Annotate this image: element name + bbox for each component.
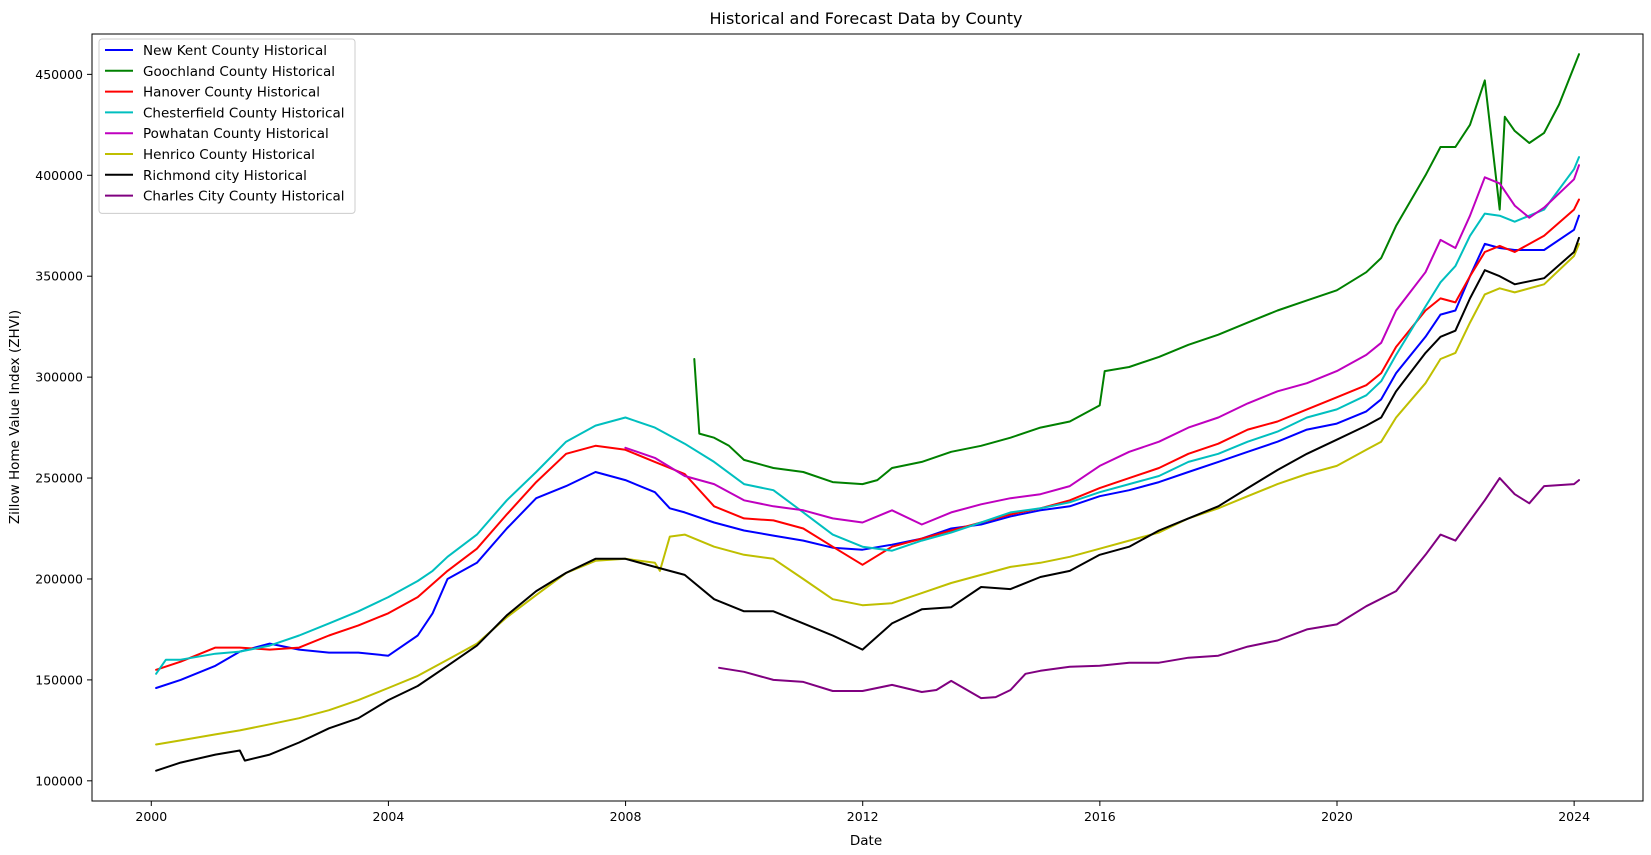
series-line-chesterfield-county-historical (155, 156, 1580, 675)
x-axis-label: Date (850, 833, 882, 849)
plot-frame (91, 33, 1644, 802)
x-tick-label: 2024 (1558, 809, 1590, 824)
legend-label: Chesterfield County Historical (143, 105, 345, 121)
legend-label: Richmond city Historical (143, 168, 307, 184)
series-line-charles-city-county-historical (718, 477, 1580, 700)
legend-box (98, 38, 356, 214)
y-tick-label: 450000 (35, 67, 83, 82)
series-line-goochland-county-historical (693, 53, 1580, 486)
y-tick-label: 100000 (35, 773, 83, 788)
y-tick-label: 300000 (35, 370, 83, 385)
legend-label: Charles City County Historical (143, 189, 345, 205)
series-line-richmond-city-historical (155, 236, 1580, 772)
x-tick-label: 2004 (373, 809, 405, 824)
legend-label: Goochland County Historical (143, 64, 335, 80)
x-tick-label: 2008 (610, 809, 642, 824)
chart-title: Historical and Forecast Data by County (710, 9, 1023, 28)
y-tick-label: 350000 (35, 269, 83, 284)
series-layer (155, 53, 1580, 772)
y-tick-label: 200000 (35, 571, 83, 586)
legend: New Kent County Historical Goochland Coun… (98, 38, 356, 214)
x-tick-label: 2000 (135, 809, 167, 824)
legend-label: New Kent County Historical (143, 43, 327, 59)
x-axis: 2000 2004 2008 2012 2016 2020 2024 (135, 801, 1590, 824)
legend-label: Powhatan County Historical (143, 126, 329, 142)
y-tick-label: 150000 (35, 672, 83, 687)
y-tick-label: 400000 (35, 168, 83, 183)
y-tick-label: 250000 (35, 471, 83, 486)
series-line-henrico-county-historical (155, 242, 1580, 746)
legend-label: Henrico County Historical (143, 147, 315, 163)
series-line-hanover-county-historical (155, 198, 1580, 671)
x-tick-label: 2020 (1321, 809, 1353, 824)
y-axis-label: Zillow Home Value Index (ZHVI) (7, 310, 23, 524)
legend-label: Hanover County Historical (143, 85, 320, 101)
y-axis: 100000 150000 200000 250000 300000 350000 4000… (35, 67, 92, 788)
x-tick-label: 2012 (847, 809, 879, 824)
series-line-powhatan-county-historical (624, 164, 1580, 526)
x-tick-label: 2016 (1084, 809, 1116, 824)
